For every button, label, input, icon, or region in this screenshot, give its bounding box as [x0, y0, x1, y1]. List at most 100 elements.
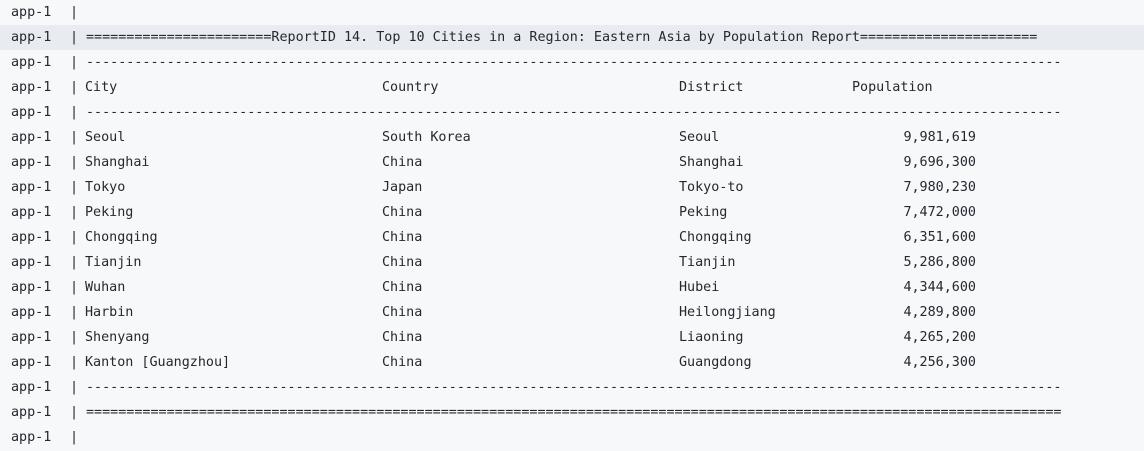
cell-city: Shanghai — [85, 155, 150, 170]
table-row: app-1 | Peking China Peking 7,472,000 — [0, 200, 1144, 225]
log-line-title: app-1 | =======================ReportID … — [0, 25, 1144, 50]
cell-population: 5,286,800 — [903, 255, 976, 270]
table-row: app-1 | Kanton [Guangzhou] China Guangdo… — [0, 350, 1144, 375]
cell-district: Tianjin — [679, 255, 736, 270]
log-prefix: app-1 — [11, 305, 52, 320]
dash-divider: ----------------------------------------… — [86, 105, 1062, 120]
cell-country: Japan — [382, 180, 423, 195]
cell-country: China — [382, 230, 423, 245]
log-separator: | — [70, 130, 79, 145]
dash-divider: ----------------------------------------… — [86, 380, 1062, 395]
log-prefix: app-1 — [11, 155, 52, 170]
table-row: app-1 | Tianjin China Tianjin 5,286,800 — [0, 250, 1144, 275]
table-row: app-1 | Tokyo Japan Tokyo-to 7,980,230 — [0, 175, 1144, 200]
table-row: app-1 | Seoul South Korea Seoul 9,981,61… — [0, 125, 1144, 150]
log-prefix: app-1 — [11, 330, 52, 345]
cell-country: China — [382, 330, 423, 345]
log-separator: | — [70, 230, 79, 245]
log-separator: | — [70, 155, 79, 170]
log-separator: | — [70, 80, 79, 95]
log-line-divider: app-1 | --------------------------------… — [0, 100, 1144, 125]
log-prefix: app-1 — [11, 205, 52, 220]
cell-country: China — [382, 205, 423, 220]
log-prefix: app-1 — [11, 355, 52, 370]
cell-population: 7,472,000 — [903, 205, 976, 220]
log-separator: | — [70, 280, 79, 295]
log-prefix: app-1 — [11, 55, 52, 70]
cell-city: Tokyo — [85, 180, 126, 195]
cell-population: 4,289,800 — [903, 305, 976, 320]
cell-district: Liaoning — [679, 330, 744, 345]
log-separator: | — [70, 205, 79, 220]
log-prefix: app-1 — [11, 180, 52, 195]
cell-country: China — [382, 305, 423, 320]
log-prefix: app-1 — [11, 380, 52, 395]
log-line-divider: app-1 | --------------------------------… — [0, 375, 1144, 400]
cell-city: Seoul — [85, 130, 126, 145]
cell-country: China — [382, 280, 423, 295]
cell-district: Shanghai — [679, 155, 744, 170]
cell-district: Seoul — [679, 130, 720, 145]
cell-population: 4,256,300 — [903, 355, 976, 370]
log-separator: | — [70, 330, 79, 345]
dash-divider: ----------------------------------------… — [86, 55, 1062, 70]
cell-country: China — [382, 255, 423, 270]
log-prefix: app-1 — [11, 130, 52, 145]
log-line-empty: app-1 | — [0, 425, 1144, 450]
cell-city: Kanton [Guangzhou] — [85, 355, 231, 370]
log-separator: | — [70, 255, 79, 270]
log-prefix: app-1 — [11, 30, 52, 45]
log-separator: | — [70, 55, 79, 70]
cell-country: South Korea — [382, 130, 471, 145]
cell-population: 4,344,600 — [903, 280, 976, 295]
table-row: app-1 | Wuhan China Hubei 4,344,600 — [0, 275, 1144, 300]
log-prefix: app-1 — [11, 5, 52, 20]
log-prefix: app-1 — [11, 105, 52, 120]
log-separator: | — [70, 305, 79, 320]
cell-city: Harbin — [85, 305, 134, 320]
cell-country: China — [382, 155, 423, 170]
cell-city: Peking — [85, 205, 134, 220]
header-city: City — [85, 80, 118, 95]
cell-population: 7,980,230 — [903, 180, 976, 195]
log-line-header: app-1 | City Country District Population — [0, 75, 1144, 100]
cell-city: Wuhan — [85, 280, 126, 295]
table-row: app-1 | Chongqing China Chongqing 6,351,… — [0, 225, 1144, 250]
log-separator: | — [70, 5, 79, 20]
log-prefix: app-1 — [11, 80, 52, 95]
report-title: =======================ReportID 14. Top … — [86, 30, 1038, 45]
log-separator: | — [70, 105, 79, 120]
cell-city: Shenyang — [85, 330, 150, 345]
log-line-empty: app-1 | — [0, 0, 1144, 25]
cell-population: 6,351,600 — [903, 230, 976, 245]
log-line-divider: app-1 | --------------------------------… — [0, 50, 1144, 75]
log-prefix: app-1 — [11, 255, 52, 270]
log-separator: | — [70, 355, 79, 370]
log-prefix: app-1 — [11, 280, 52, 295]
cell-population: 9,981,619 — [903, 130, 976, 145]
cell-district: Hubei — [679, 280, 720, 295]
cell-district: Tokyo-to — [679, 180, 744, 195]
table-row: app-1 | Harbin China Heilongjiang 4,289,… — [0, 300, 1144, 325]
table-row: app-1 | Shanghai China Shanghai 9,696,30… — [0, 150, 1144, 175]
log-separator: | — [70, 405, 79, 420]
cell-country: China — [382, 355, 423, 370]
log-prefix: app-1 — [11, 405, 52, 420]
cell-city: Chongqing — [85, 230, 158, 245]
equals-divider: ========================================… — [86, 405, 1062, 420]
log-separator: | — [70, 380, 79, 395]
cell-district: Heilongjiang — [679, 305, 776, 320]
table-row: app-1 | Shenyang China Liaoning 4,265,20… — [0, 325, 1144, 350]
log-separator: | — [70, 430, 79, 445]
cell-district: Peking — [679, 205, 728, 220]
cell-district: Chongqing — [679, 230, 752, 245]
log-line-footer: app-1 | ================================… — [0, 400, 1144, 425]
cell-city: Tianjin — [85, 255, 142, 270]
log-separator: | — [70, 180, 79, 195]
cell-district: Guangdong — [679, 355, 752, 370]
cell-population: 9,696,300 — [903, 155, 976, 170]
cell-population: 4,265,200 — [903, 330, 976, 345]
header-country: Country — [382, 80, 439, 95]
log-prefix: app-1 — [11, 230, 52, 245]
